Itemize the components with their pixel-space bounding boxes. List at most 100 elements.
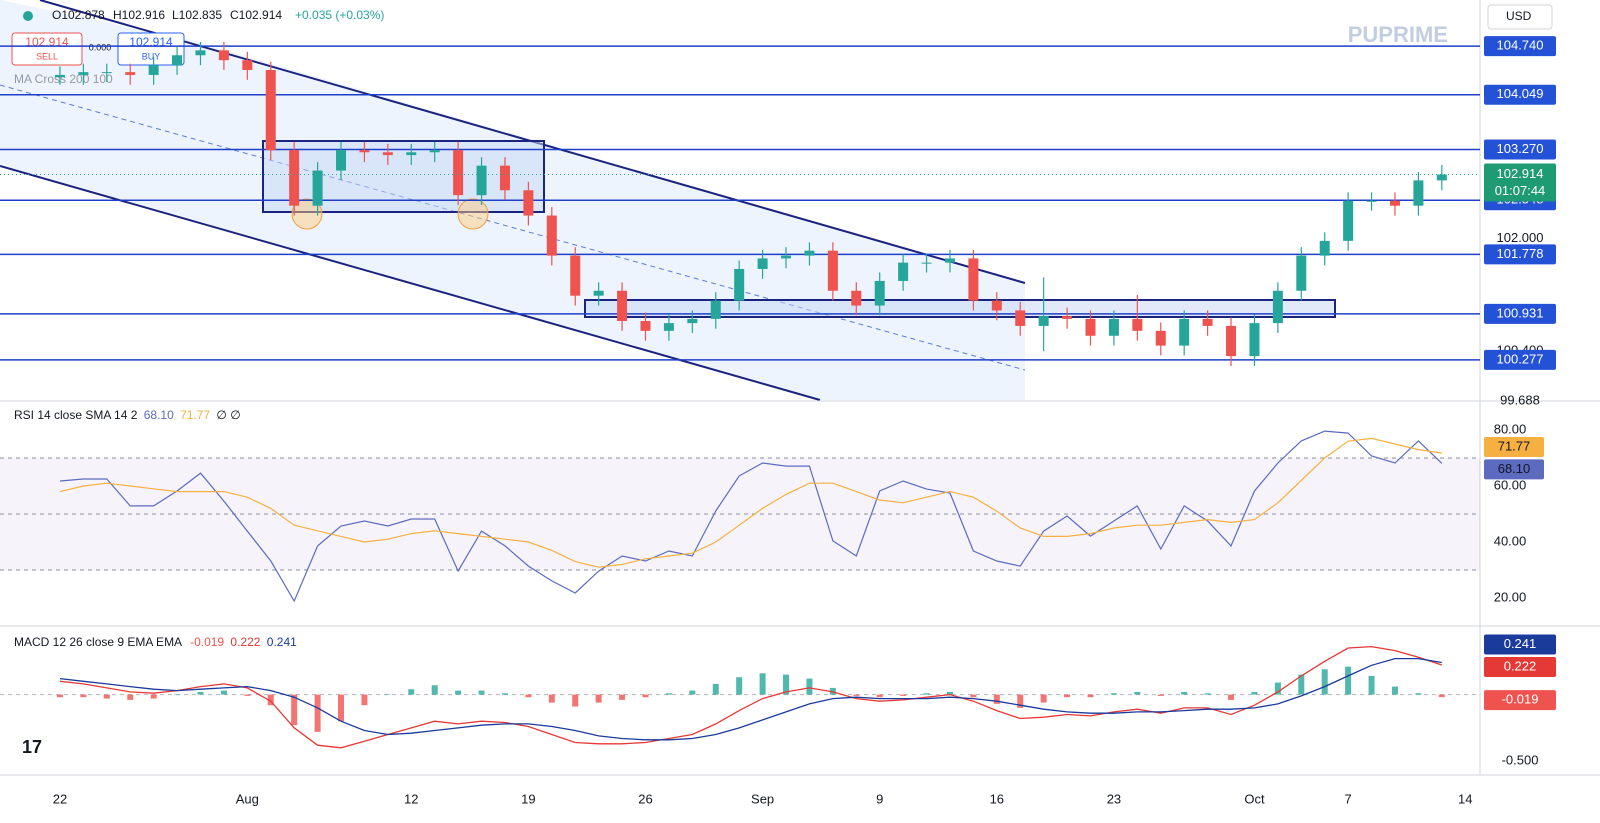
ohlc-change: +0.035 (+0.03%) <box>295 8 384 22</box>
level-label: 101.778 <box>1497 246 1544 261</box>
candle-body <box>476 165 487 196</box>
histogram-bar <box>853 694 860 696</box>
spread: 0.000 <box>89 42 112 52</box>
candle-body <box>1085 318 1096 336</box>
legend-value: ∅ ∅ <box>216 408 240 422</box>
histogram-bar <box>1134 691 1141 695</box>
last-value-label: 0.222 <box>1504 658 1537 673</box>
histogram-bar <box>1274 682 1281 695</box>
candle-body <box>523 190 534 216</box>
histogram-bar <box>525 694 532 698</box>
candle-body <box>827 250 838 291</box>
y-tick-label: 20.00 <box>1494 589 1527 604</box>
histogram-bar <box>1017 694 1024 708</box>
candle-body <box>851 290 862 306</box>
candle-body <box>1155 330 1166 346</box>
level-label-box <box>1484 84 1556 105</box>
histogram-bar <box>923 693 930 695</box>
histogram-bar <box>197 691 204 695</box>
candle-body <box>1132 318 1143 331</box>
tv-logo: 17 <box>22 737 42 757</box>
candle-body <box>429 150 440 153</box>
candle-body <box>734 268 745 301</box>
ohlc-open: O102.878 <box>52 8 105 22</box>
histogram-bar <box>338 694 345 722</box>
ohlc-close: C102.914 <box>230 8 282 22</box>
level-label-box <box>1484 349 1556 370</box>
last-price-label: 102.914 <box>1497 166 1544 181</box>
histogram-bar <box>1298 674 1305 695</box>
histogram-bar <box>806 678 813 695</box>
candle-body <box>687 318 698 324</box>
candle-body <box>382 152 393 156</box>
histogram-bar <box>1345 666 1352 695</box>
rsi-legend: RSI 14 close SMA 14 2 <box>14 408 138 422</box>
candle-body <box>406 152 417 156</box>
brand-watermark: PUPRIME <box>1348 22 1448 47</box>
histogram-bar <box>361 694 368 706</box>
x-tick-label: Aug <box>236 791 259 806</box>
histogram-bar <box>665 693 672 695</box>
histogram-bar <box>1438 694 1445 698</box>
level-label-box <box>1484 303 1556 324</box>
last-value-box <box>1484 634 1556 655</box>
histogram-bar <box>314 694 321 732</box>
histogram-bar <box>1391 686 1398 695</box>
candle-body <box>898 262 909 281</box>
histogram-bar <box>1157 694 1164 696</box>
indicator-line <box>59 657 1442 741</box>
histogram-bar <box>244 694 251 696</box>
histogram-bar <box>712 683 719 695</box>
level-label: 100.277 <box>1497 351 1544 366</box>
buy-button[interactable] <box>117 32 185 66</box>
y-tick-label: 40.00 <box>1494 533 1527 548</box>
candle-body <box>991 300 1002 311</box>
candle-body <box>312 170 323 206</box>
candle-body <box>1249 323 1260 357</box>
y-tick-label: 102.000 <box>1497 230 1544 245</box>
candle-body <box>617 290 628 321</box>
histogram-bar <box>1064 694 1071 698</box>
histogram-bar <box>783 674 790 695</box>
histogram-bar <box>127 694 134 700</box>
histogram-bar <box>80 694 87 698</box>
candle-body <box>195 50 206 56</box>
candle-body <box>101 72 112 74</box>
candle-body <box>54 74 65 78</box>
x-tick-label: 14 <box>1458 791 1472 806</box>
histogram-bar <box>970 694 977 698</box>
candle-body <box>968 258 979 301</box>
candle-body <box>218 50 229 61</box>
histogram-bar <box>1415 693 1422 695</box>
candle-body <box>1366 200 1377 202</box>
last-value-label: 0.241 <box>1504 636 1537 651</box>
candle-body <box>1389 200 1400 206</box>
y-tick-label: -0.500 <box>1502 753 1539 768</box>
x-tick-label: 23 <box>1107 791 1121 806</box>
level-label: 103.270 <box>1497 141 1544 156</box>
x-tick-label: 19 <box>521 791 535 806</box>
histogram-bar <box>408 689 415 695</box>
histogram-bar <box>993 694 1000 704</box>
histogram-bar <box>103 694 110 699</box>
sell-button[interactable] <box>11 32 83 66</box>
candle-body <box>172 55 183 66</box>
countdown: 01:07:44 <box>1495 183 1546 198</box>
x-tick-label: 16 <box>990 791 1004 806</box>
range-box <box>584 299 1336 318</box>
candle-body <box>640 320 651 331</box>
candle-body <box>1108 318 1119 336</box>
histogram-bar <box>572 694 579 707</box>
x-tick-label: 12 <box>404 791 418 806</box>
x-tick-label: Oct <box>1244 791 1265 806</box>
candle-body <box>78 72 89 75</box>
histogram-bar <box>501 693 508 695</box>
level-label: 104.740 <box>1497 38 1544 53</box>
buy-price: 102.914 <box>129 35 173 49</box>
histogram-bar <box>595 694 602 703</box>
histogram-bar <box>876 694 883 698</box>
histogram-bar <box>736 677 743 695</box>
currency-button[interactable] <box>1487 4 1553 30</box>
candle-body <box>242 60 253 71</box>
